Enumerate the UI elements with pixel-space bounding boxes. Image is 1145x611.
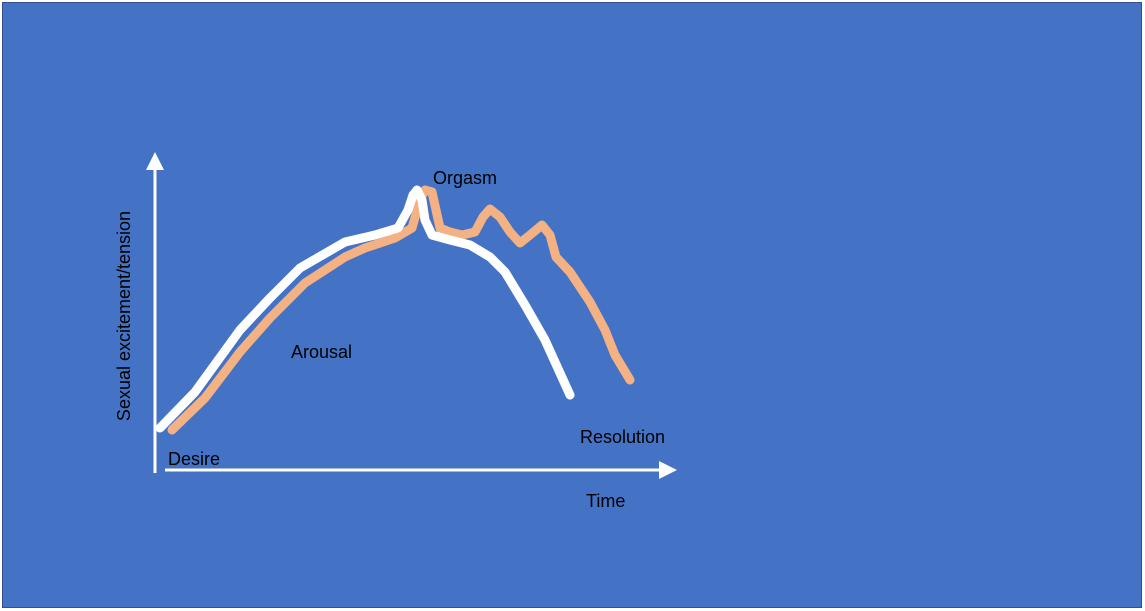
phase-label-arousal: Arousal [291, 342, 352, 362]
x-axis-label: Time [586, 491, 625, 511]
phase-label-desire: Desire [168, 449, 220, 469]
phase-label-resolution: Resolution [580, 427, 665, 447]
primary-response-curve [155, 185, 575, 433]
x-axis-arrowhead [659, 461, 677, 479]
y-axis-arrowhead [146, 152, 164, 170]
secondary-response-curve [167, 185, 635, 435]
y-axis-label: Sexual excitement/tension [114, 211, 134, 421]
phase-label-orgasm: Orgasm [433, 168, 497, 188]
